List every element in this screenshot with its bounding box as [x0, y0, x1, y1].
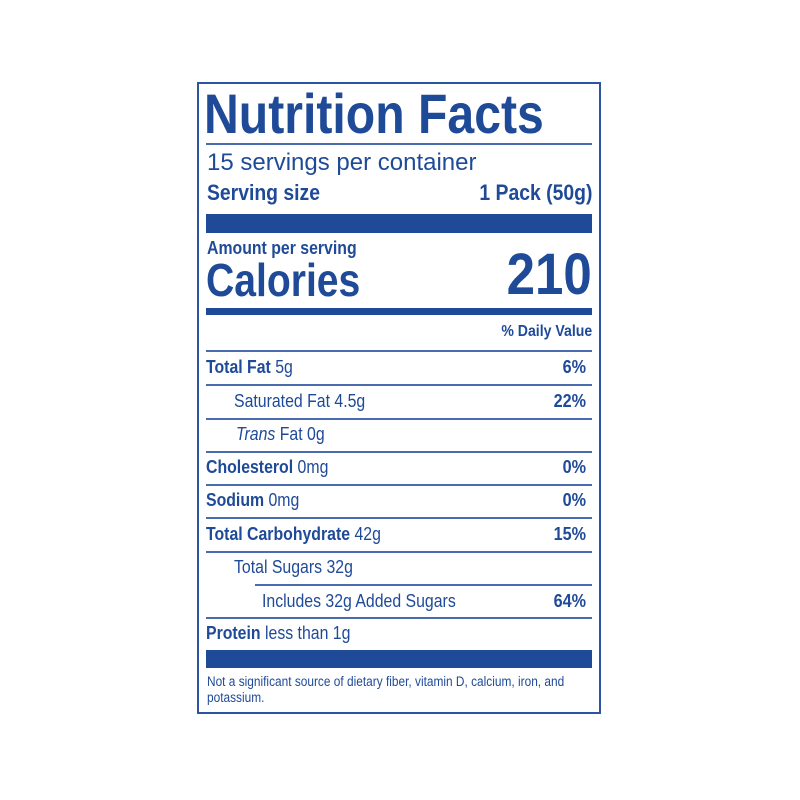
nutrition-label: [197, 82, 601, 714]
serving-size-label: Serving size: [207, 180, 335, 206]
nutrient-amount: 0mg: [297, 457, 329, 477]
nutrient-row-cholesterol: Cholesterol 0mg 0%: [206, 457, 586, 481]
serving-size-value-text: 1 Pack (50g): [479, 180, 592, 205]
nutrient-row-protein: Protein less than 1g: [206, 623, 586, 647]
divider: [206, 484, 592, 486]
nutrient-name: Saturated Fat: [234, 391, 330, 411]
divider: [255, 584, 592, 586]
divider: [206, 617, 592, 619]
thick-divider: [206, 214, 592, 233]
nutrient-dv: 15%: [553, 524, 586, 544]
nutrient-name-italic: Trans: [236, 424, 276, 444]
medium-divider: [206, 308, 592, 315]
amount-per-serving-text: Amount per serving: [207, 238, 357, 258]
divider: [206, 384, 592, 386]
nutrient-name: Includes 32g Added Sugars: [262, 591, 456, 611]
nutrient-amount: 0mg: [268, 490, 300, 510]
servings-per-container: 15 servings per container: [207, 149, 477, 176]
nutrient-name: Total Fat: [206, 357, 271, 377]
nutrient-row-total-sugars: Total Sugars 32g: [206, 557, 586, 581]
divider: [206, 451, 592, 453]
nutrient-amount: less than 1g: [264, 623, 351, 643]
nutrient-row-total-carbohydrate: Total Carbohydrate 42g 15%: [206, 524, 586, 548]
calories-value-text: 210: [506, 242, 592, 307]
label-title-text: Nutrition Facts: [204, 82, 544, 145]
nutrient-row-sodium: Sodium 0mg 0%: [206, 490, 586, 514]
footnote: Not a significant source of dietary fibe…: [207, 674, 565, 705]
divider: [206, 517, 592, 519]
nutrient-row-saturated-fat: Saturated Fat 4.5g 22%: [206, 391, 586, 415]
amount-per-serving: Amount per serving: [207, 238, 377, 259]
serving-size-value: 1 Pack (50g): [464, 180, 592, 206]
nutrient-dv: 64%: [553, 591, 586, 611]
nutrient-amount: 4.5g: [334, 391, 366, 411]
calories-label-text: Calories: [206, 254, 361, 306]
thick-divider: [206, 650, 592, 668]
calories-label: Calories: [206, 254, 388, 306]
divider: [206, 551, 592, 553]
divider: [206, 418, 592, 420]
nutrient-amount: 0g: [307, 424, 325, 444]
daily-value-header-text: % Daily Value: [501, 323, 592, 340]
nutrient-row-total-fat: Total Fat 5g 6%: [206, 357, 586, 381]
divider: [206, 143, 592, 145]
nutrient-name: Total Sugars: [234, 557, 323, 577]
nutrient-dv: 0%: [562, 457, 586, 477]
calories-value: 210: [495, 244, 592, 306]
nutrient-row-added-sugars: Includes 32g Added Sugars 64%: [206, 591, 586, 615]
nutrient-dv: 0%: [562, 490, 586, 510]
nutrient-amount: 42g: [354, 524, 381, 544]
nutrient-name: Protein: [206, 623, 261, 643]
nutrient-row-trans-fat: Trans Fat 0g: [206, 424, 586, 448]
serving-size-label-text: Serving size: [207, 180, 320, 205]
nutrient-name: Sodium: [206, 490, 265, 510]
nutrient-name: Total Carbohydrate: [206, 524, 351, 544]
label-title: Nutrition Facts: [204, 84, 599, 144]
nutrient-dv: 22%: [553, 391, 586, 411]
nutrient-amount: 5g: [275, 357, 293, 377]
nutrient-dv: 6%: [562, 357, 586, 377]
nutrient-amount: 32g: [326, 557, 353, 577]
nutrient-name: Fat: [279, 424, 303, 444]
divider: [206, 350, 592, 352]
nutrient-name: Cholesterol: [206, 457, 294, 477]
daily-value-header: % Daily Value: [489, 323, 592, 341]
